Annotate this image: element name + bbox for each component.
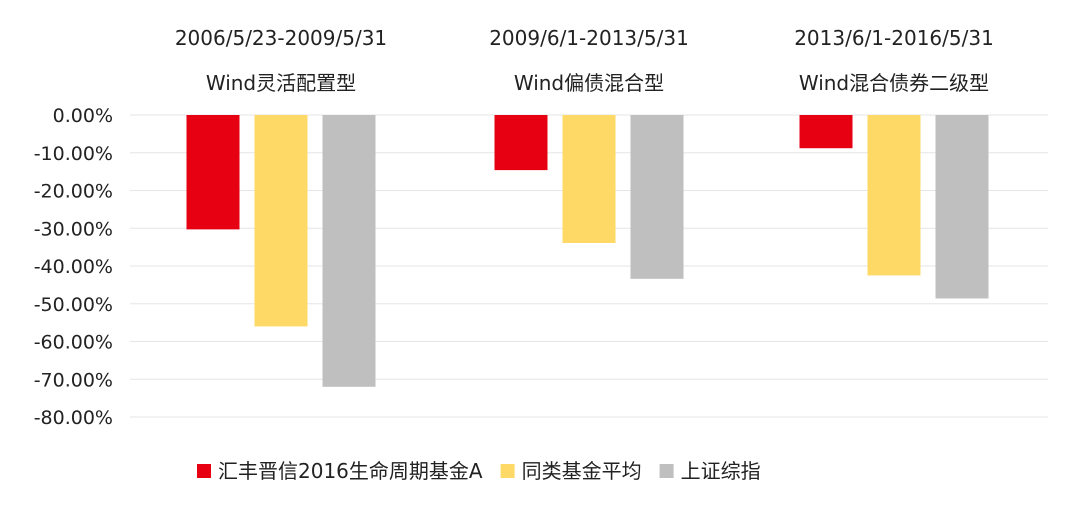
y-tick-label: -40.00% <box>34 256 113 278</box>
bar-3-series-1 <box>799 115 853 149</box>
bar-1-series-3 <box>322 115 376 387</box>
bar-1-series-1 <box>186 115 240 230</box>
bars <box>186 115 989 387</box>
group-period-label: 2006/5/23-2009/5/31 <box>175 26 387 50</box>
y-tick-label: -20.00% <box>34 181 113 203</box>
y-tick-label: -80.00% <box>34 407 113 429</box>
group-category-label: Wind混合债券二级型 <box>799 71 989 95</box>
y-tick-label: -50.00% <box>34 294 113 316</box>
legend-swatch-3 <box>659 464 674 478</box>
legend-label-1: 汇丰晋信2016生命周期基金A <box>218 459 483 483</box>
bar-2-series-2 <box>562 115 616 243</box>
bar-2-series-3 <box>630 115 684 279</box>
group-category-label: Wind偏债混合型 <box>514 71 664 95</box>
y-tick-label: -10.00% <box>34 143 113 165</box>
bar-2-series-1 <box>494 115 548 171</box>
legend-label-3: 上证综指 <box>681 459 761 483</box>
y-tick-label: -30.00% <box>34 218 113 240</box>
y-axis-tick-labels: 0.00% -10.00% -20.00% -30.00% -40.00% -50.00%… <box>34 105 113 429</box>
bar-3-series-2 <box>867 115 921 276</box>
legend: 汇丰晋信2016生命周期基金A 同类基金平均 上证综指 <box>197 459 761 483</box>
y-tick-label: -60.00% <box>34 332 113 354</box>
legend-swatch-2 <box>500 464 515 478</box>
group-period-label: 2009/6/1-2013/5/31 <box>489 26 689 50</box>
legend-label-2: 同类基金平均 <box>522 459 642 483</box>
group-category-label: Wind灵活配置型 <box>206 71 356 95</box>
group-period-label: 2013/6/1-2016/5/31 <box>794 26 994 50</box>
bar-1-series-2 <box>254 115 308 327</box>
y-tick-label: -70.00% <box>34 369 113 391</box>
y-tick-label: 0.00% <box>53 105 113 127</box>
group-titles: 2006/5/23-2009/5/31 Wind灵活配置型 2009/6/1-201… <box>175 26 994 95</box>
legend-swatch-1 <box>197 464 211 478</box>
bar-3-series-3 <box>935 115 989 299</box>
